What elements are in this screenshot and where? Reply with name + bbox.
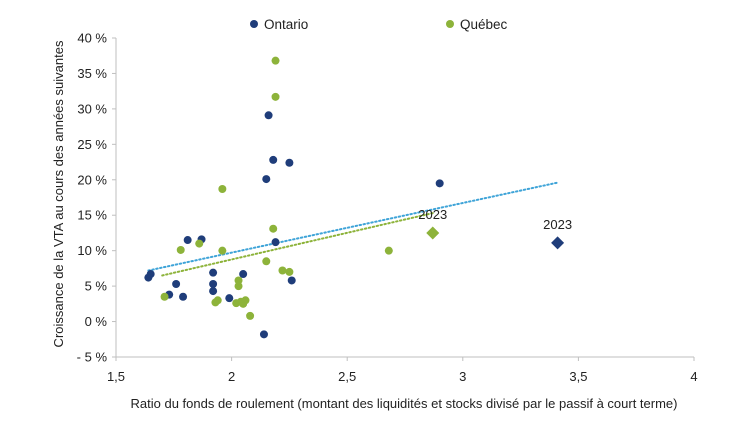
- legend: Ontario Québec: [250, 17, 508, 32]
- y-axis-title: Croissance de la VTA au cours des années…: [51, 40, 66, 347]
- point-quebec: [246, 311, 255, 320]
- y-tick-label: 10 %: [77, 243, 107, 258]
- x-tick-labels: 1,5 2 2,5 3 3,5 4: [107, 357, 698, 384]
- y-tick-label: 0 %: [85, 314, 108, 329]
- point-quebec: [269, 224, 278, 233]
- point-quebec: [234, 282, 243, 291]
- point-quebec: [218, 184, 227, 193]
- point-quebec: [160, 292, 169, 301]
- y-tick-label: 15 %: [77, 208, 107, 223]
- annotation-2023-ontario: 2023: [543, 217, 572, 232]
- marker-2023-ontario: [551, 236, 565, 250]
- x-tick-label: 1,5: [107, 369, 125, 384]
- point-ontario: [209, 268, 218, 277]
- x-tick-label: 3,5: [569, 369, 587, 384]
- point-quebec: [213, 296, 222, 305]
- x-tick-label: 4: [690, 369, 697, 384]
- point-quebec: [195, 239, 204, 248]
- point-ontario: [435, 179, 444, 188]
- y-tick-label: 5 %: [85, 279, 108, 294]
- point-ontario: [287, 276, 296, 285]
- point-ontario: [172, 279, 181, 288]
- x-tick-label: 2,5: [338, 369, 356, 384]
- y-tick-label: 40 %: [77, 31, 107, 46]
- point-ontario: [269, 155, 278, 164]
- point-ontario: [209, 279, 218, 288]
- y-tick-labels: - 5 % 0 % 5 % 10 % 15 % 20 % 25 % 30 % 35 % 40 %: [77, 31, 116, 365]
- legend-marker-quebec: [446, 20, 454, 28]
- marker-2023-quebec: [426, 226, 440, 240]
- trend-lines: [147, 181, 559, 277]
- point-quebec: [262, 257, 271, 266]
- legend-label-quebec: Québec: [460, 17, 508, 32]
- point-quebec: [234, 276, 243, 285]
- y-tick-label: 35 %: [77, 66, 107, 81]
- y-tick-label: 30 %: [77, 101, 107, 116]
- point-quebec: [384, 246, 393, 255]
- x-tick-label: 3: [459, 369, 466, 384]
- y-tick-label: 25 %: [77, 137, 107, 152]
- point-quebec: [271, 56, 280, 65]
- point-quebec: [176, 245, 185, 254]
- legend-label-ontario: Ontario: [264, 17, 308, 32]
- point-quebec: [285, 267, 294, 276]
- point-quebec: [271, 92, 280, 101]
- y-tick-label: - 5 %: [77, 350, 108, 365]
- point-ontario: [262, 175, 271, 184]
- point-ontario: [183, 236, 192, 245]
- trend-line-ontario: [147, 181, 559, 272]
- point-ontario: [209, 287, 218, 296]
- y-tick-label: 20 %: [77, 172, 107, 187]
- point-ontario: [271, 238, 280, 247]
- point-ontario: [179, 292, 188, 301]
- point-ontario: [225, 294, 234, 303]
- data-points: [144, 56, 444, 339]
- trend-line-quebec: [161, 212, 434, 277]
- markers-2023: 2023 2023: [418, 207, 572, 250]
- point-ontario: [285, 158, 294, 167]
- point-quebec: [278, 266, 287, 275]
- point-quebec: [241, 296, 250, 305]
- point-ontario: [239, 270, 248, 279]
- x-axis-title: Ratio du fonds de roulement (montant des…: [131, 396, 678, 411]
- point-ontario: [264, 111, 273, 120]
- point-quebec: [218, 246, 227, 255]
- x-tick-label: 2: [228, 369, 235, 384]
- annotation-2023-quebec: 2023: [418, 207, 447, 222]
- legend-marker-ontario: [250, 20, 258, 28]
- point-ontario: [259, 330, 268, 339]
- point-ontario: [146, 270, 155, 279]
- axes: [115, 38, 694, 358]
